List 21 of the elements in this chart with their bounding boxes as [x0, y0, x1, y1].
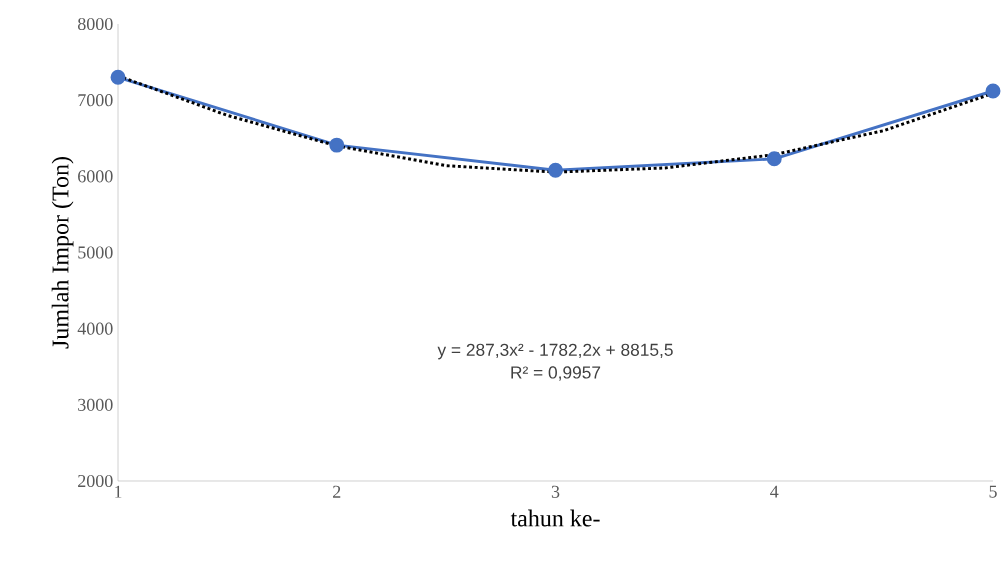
x-tick-label: 2 — [333, 485, 341, 498]
y-tick-label: 2000 — [78, 474, 113, 488]
y-tick-label: 7000 — [78, 94, 113, 107]
point — [985, 83, 1001, 99]
y-tick-label: 4000 — [77, 322, 113, 335]
x-axis-title: tahun ke- — [510, 509, 600, 527]
annotation: R² = 0,9957 — [511, 366, 601, 381]
x-tick-label: 4 — [770, 485, 779, 498]
x-tick-label: 5 — [989, 485, 997, 498]
y-tick-label: 6000 — [78, 170, 113, 183]
annotation: y = 287,3x² - 1782,2x + 8815,5 — [437, 343, 673, 360]
y-tick-label: 5000 — [78, 246, 113, 259]
point — [766, 151, 782, 167]
x-tick-label: 3 — [551, 485, 560, 498]
point — [548, 162, 563, 178]
point — [329, 137, 345, 153]
x-tick-label: 1 — [115, 485, 122, 498]
y-tick-label: 3000 — [78, 398, 113, 411]
point — [110, 69, 126, 85]
y-axis-title: Jumlah Impor (Ton) — [51, 157, 74, 349]
y-tick-label: 8000 — [77, 17, 113, 31]
